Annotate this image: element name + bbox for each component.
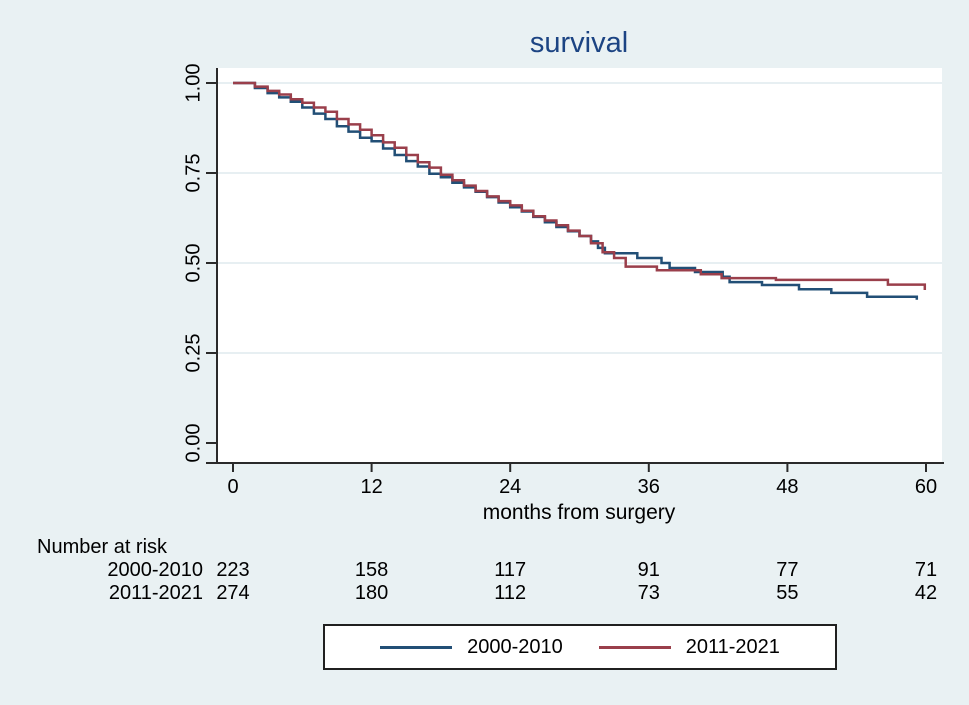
y-tick-label: 0.75 bbox=[182, 153, 205, 193]
x-tick-label: 48 bbox=[776, 476, 799, 498]
x-tick-label: 60 bbox=[914, 476, 938, 498]
x-tick-label: 36 bbox=[637, 476, 660, 498]
risk-row-2000-2010: 2000-2010 223 158 117 91 77 71 bbox=[0, 559, 969, 582]
risk-count: 112 bbox=[494, 582, 527, 604]
risk-count: 117 bbox=[494, 559, 527, 581]
risk-count: 55 bbox=[776, 582, 799, 604]
risk-count: 223 bbox=[216, 559, 250, 581]
risk-row-label: 2011-2021 bbox=[108, 582, 203, 604]
x-tick-label: 0 bbox=[227, 476, 239, 498]
x-tick-label: 24 bbox=[499, 476, 522, 498]
y-tick-label: 0.00 bbox=[182, 423, 205, 463]
risk-count: 77 bbox=[776, 559, 799, 581]
y-tick-label: 0.25 bbox=[182, 333, 205, 373]
risk-count: 180 bbox=[354, 582, 389, 604]
x-tick-label: 12 bbox=[360, 476, 383, 498]
risk-count: 158 bbox=[354, 559, 389, 581]
x-axis-title: months from surgery bbox=[482, 501, 676, 524]
legend: 2000-2010 2011-2021 bbox=[323, 624, 837, 670]
maroon-line-swatch-icon bbox=[598, 645, 671, 649]
legend-item-2011-2021: 2011-2021 bbox=[598, 635, 780, 659]
y-tick-label: 0.50 bbox=[182, 243, 205, 283]
risk-row-label: 2000-2010 bbox=[107, 559, 203, 581]
risk-count: 274 bbox=[216, 582, 250, 604]
risk-count: 71 bbox=[914, 559, 938, 581]
risk-count: 91 bbox=[637, 559, 660, 581]
risk-table-header: Number at risk bbox=[37, 536, 168, 558]
plot-bg bbox=[216, 68, 942, 462]
y-tick-label: 1.00 bbox=[182, 63, 205, 103]
chart-title: survival bbox=[529, 27, 629, 59]
legend-label-2000-2010: 2000-2010 bbox=[467, 635, 563, 658]
survival-curve-2011-2021 bbox=[233, 81, 927, 290]
legend-label-2011-2021: 2011-2021 bbox=[685, 635, 780, 658]
navy-line-swatch-icon bbox=[380, 645, 453, 649]
risk-count: 73 bbox=[637, 582, 660, 604]
risk-count: 42 bbox=[914, 582, 938, 604]
risk-row-2011-2021: 2011-2021 274 180 112 73 55 42 bbox=[0, 582, 969, 605]
legend-item-2000-2010: 2000-2010 bbox=[380, 636, 563, 659]
